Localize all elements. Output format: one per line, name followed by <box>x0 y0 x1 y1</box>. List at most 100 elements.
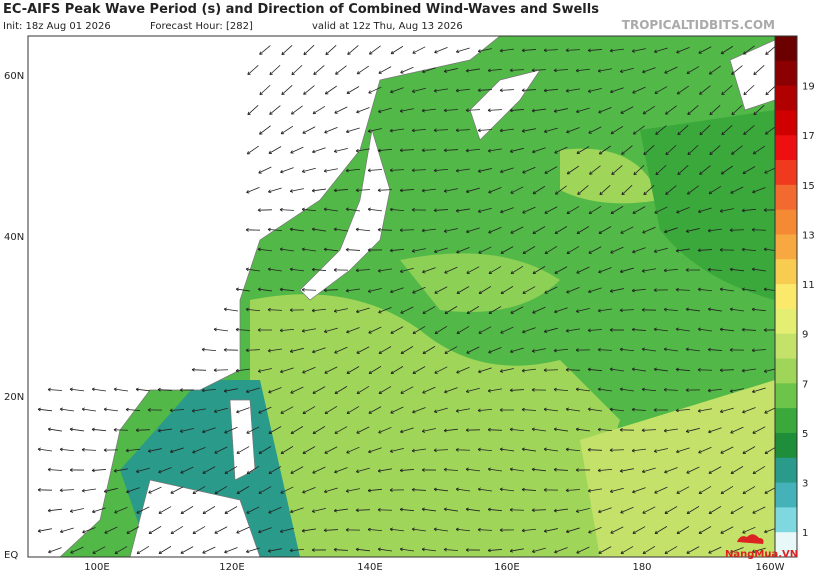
arrow <box>92 507 106 513</box>
arrow-head <box>268 150 272 154</box>
arrow-head <box>302 130 306 134</box>
arrow <box>313 65 325 75</box>
arrow-head <box>522 250 527 255</box>
arrow-head <box>487 427 491 432</box>
arrow <box>368 326 382 334</box>
arrow-head <box>642 550 647 555</box>
arrow-head <box>201 347 205 352</box>
arrow <box>642 226 656 234</box>
arrow <box>412 87 426 93</box>
arrow-head <box>247 71 251 76</box>
arrow <box>588 526 602 534</box>
arrow <box>478 367 492 373</box>
arrow <box>324 406 338 414</box>
arrow <box>378 66 392 74</box>
arrow-head <box>47 427 52 432</box>
arrow-head <box>267 267 272 272</box>
arrow <box>158 467 172 473</box>
arrow-head <box>236 530 240 534</box>
arrow-head <box>378 390 382 394</box>
arrow <box>455 88 471 92</box>
arrow <box>731 104 743 116</box>
arrow-head <box>621 151 625 155</box>
lon-label: 160W <box>756 562 785 573</box>
arrow-head <box>334 390 338 395</box>
arrow <box>731 145 743 155</box>
arrow <box>444 228 458 232</box>
arrow-head <box>235 368 239 373</box>
arrow <box>510 266 524 274</box>
arrow-head <box>377 227 381 232</box>
arrow-head <box>443 69 448 73</box>
arrow-head <box>500 169 504 174</box>
arrow-head <box>411 168 415 173</box>
arrow-head <box>751 227 755 232</box>
arrow-head <box>566 129 570 134</box>
arrow <box>654 526 668 534</box>
arrow-head <box>687 111 691 115</box>
arrow <box>378 307 392 313</box>
arrow <box>60 527 74 533</box>
arrow <box>202 466 216 474</box>
arrow <box>598 226 612 234</box>
colorbar-swatch <box>775 284 797 310</box>
arrow-head <box>389 527 393 532</box>
arrow <box>214 407 228 413</box>
arrow-head <box>312 149 316 154</box>
arrow <box>510 306 524 314</box>
arrow <box>302 528 316 532</box>
arrow-head <box>730 190 734 194</box>
arrow <box>698 486 712 494</box>
arrow <box>47 389 63 391</box>
lat-label: EQ <box>4 550 18 561</box>
arrow-head <box>587 89 592 93</box>
arrow-head <box>565 447 569 452</box>
arrow <box>422 228 436 232</box>
arrow-head <box>355 547 359 552</box>
arrow-head <box>202 510 207 515</box>
arrow <box>720 446 734 454</box>
arrow <box>126 526 140 534</box>
arrow <box>543 88 559 92</box>
arrow-head <box>619 387 623 392</box>
arrow <box>729 229 745 231</box>
watermark: NangMua.VN <box>725 534 798 560</box>
arrow <box>708 466 722 474</box>
arrow-head <box>655 131 659 135</box>
arrow-head <box>378 309 382 314</box>
arrow-head <box>135 469 140 474</box>
arrow-head <box>179 429 184 433</box>
arrow-head <box>421 148 425 153</box>
arrow-head <box>741 208 745 213</box>
arrow <box>399 149 415 151</box>
arrow <box>687 144 699 156</box>
arrow <box>597 468 613 472</box>
arrow-head <box>609 289 614 293</box>
arrow <box>433 449 449 451</box>
arrow-head <box>565 88 570 93</box>
arrow <box>135 429 151 431</box>
arrow <box>214 446 228 454</box>
arrow <box>334 346 348 354</box>
arrow <box>236 368 250 372</box>
arrow-head <box>367 527 371 532</box>
arrow <box>521 489 537 491</box>
arrow-head <box>367 207 371 212</box>
arrow <box>192 526 206 534</box>
arrow <box>422 67 436 73</box>
arrow-head <box>510 349 514 354</box>
arrow-head <box>653 449 658 453</box>
arrow <box>544 408 558 412</box>
arrow-head <box>532 190 537 195</box>
arrow <box>532 108 546 112</box>
arrow-head <box>643 151 647 156</box>
arrow-head <box>741 287 746 292</box>
arrow-head <box>346 90 350 94</box>
arrow <box>444 306 458 314</box>
arrow-head <box>576 230 581 235</box>
arrow <box>509 109 525 111</box>
arrow-head <box>697 209 702 214</box>
arrow-head <box>444 270 448 274</box>
arrow-head <box>686 510 691 515</box>
arrow-head <box>247 111 251 116</box>
